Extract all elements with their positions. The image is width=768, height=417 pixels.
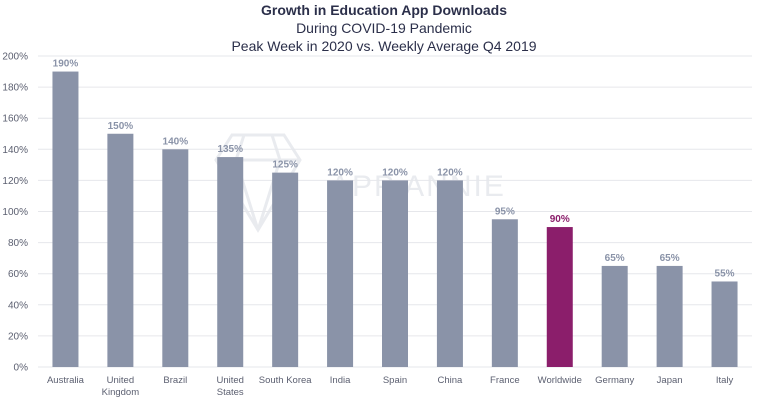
y-tick-label: 140% bbox=[2, 145, 28, 156]
x-tick-label: Germany bbox=[595, 375, 634, 386]
chart-header: Growth in Education App Downloads During… bbox=[0, 2, 768, 55]
x-tick-label: India bbox=[330, 375, 351, 386]
y-tick-label: 200% bbox=[2, 52, 28, 63]
y-tick-label: 160% bbox=[2, 114, 28, 125]
y-tick-label: 80% bbox=[8, 238, 28, 249]
data-label: 120% bbox=[437, 167, 463, 178]
y-axis: 0% 20% 40% 60% 80% 100% 120% 140% 160% 180% 200% bbox=[2, 52, 28, 374]
bar bbox=[382, 180, 408, 367]
x-tick-label: Italy bbox=[716, 375, 734, 386]
x-tick-label: South Korea bbox=[259, 375, 313, 386]
x-tick-label: United bbox=[216, 375, 243, 386]
x-tick-label: France bbox=[490, 375, 520, 386]
x-tick-label: United bbox=[107, 375, 134, 386]
bars bbox=[52, 71, 738, 368]
bar bbox=[162, 149, 189, 367]
data-label: 150% bbox=[108, 121, 134, 132]
x-tick-label: Kingdom bbox=[102, 387, 140, 398]
data-label: 120% bbox=[382, 167, 408, 178]
y-tick-label: 60% bbox=[8, 269, 28, 280]
data-label: 140% bbox=[163, 136, 189, 147]
y-tick-label: 20% bbox=[8, 331, 28, 342]
bar bbox=[711, 281, 738, 367]
bar bbox=[436, 180, 463, 367]
data-label: 65% bbox=[660, 253, 680, 264]
chart-title: Growth in Education App Downloads bbox=[260, 2, 508, 18]
bar bbox=[272, 172, 299, 367]
y-tick-label: 40% bbox=[8, 300, 28, 311]
data-label: 90% bbox=[550, 214, 570, 225]
data-label: 55% bbox=[715, 268, 735, 279]
x-tick-label: China bbox=[438, 375, 464, 386]
x-tick-label: Worldwide bbox=[538, 375, 582, 386]
data-labels: 190% 150% 140% 135% 125% 120% 120% 120% 95% 90% 65… bbox=[53, 59, 735, 280]
y-tick-label: 0% bbox=[14, 363, 29, 374]
bar bbox=[601, 265, 628, 367]
x-tick-label: Spain bbox=[383, 375, 407, 386]
y-tick-label: 180% bbox=[2, 83, 28, 94]
x-tick-label: Brazil bbox=[163, 375, 187, 386]
x-tick-label: Japan bbox=[657, 375, 683, 386]
data-label: 135% bbox=[217, 144, 243, 155]
watermark-text: APP ANNIE bbox=[330, 170, 506, 203]
bar bbox=[546, 227, 573, 367]
x-tick-label: Australia bbox=[47, 375, 85, 386]
data-label: 125% bbox=[272, 160, 298, 171]
bar bbox=[217, 157, 244, 367]
data-label: 120% bbox=[327, 167, 353, 178]
bar bbox=[491, 219, 518, 367]
bar bbox=[107, 133, 134, 367]
bar bbox=[327, 180, 354, 367]
bar bbox=[52, 71, 79, 368]
data-label: 95% bbox=[495, 206, 515, 217]
chart-subtitle-2: Peak Week in 2020 vs. Weekly Average Q4 … bbox=[231, 38, 537, 54]
chart-subtitle: During COVID-19 Pandemic bbox=[296, 20, 472, 36]
data-label: 65% bbox=[605, 253, 625, 264]
x-tick-label: States bbox=[217, 387, 244, 398]
y-tick-label: 100% bbox=[2, 207, 28, 218]
bar bbox=[656, 265, 683, 367]
data-label: 190% bbox=[53, 59, 79, 70]
y-tick-label: 120% bbox=[2, 176, 28, 187]
